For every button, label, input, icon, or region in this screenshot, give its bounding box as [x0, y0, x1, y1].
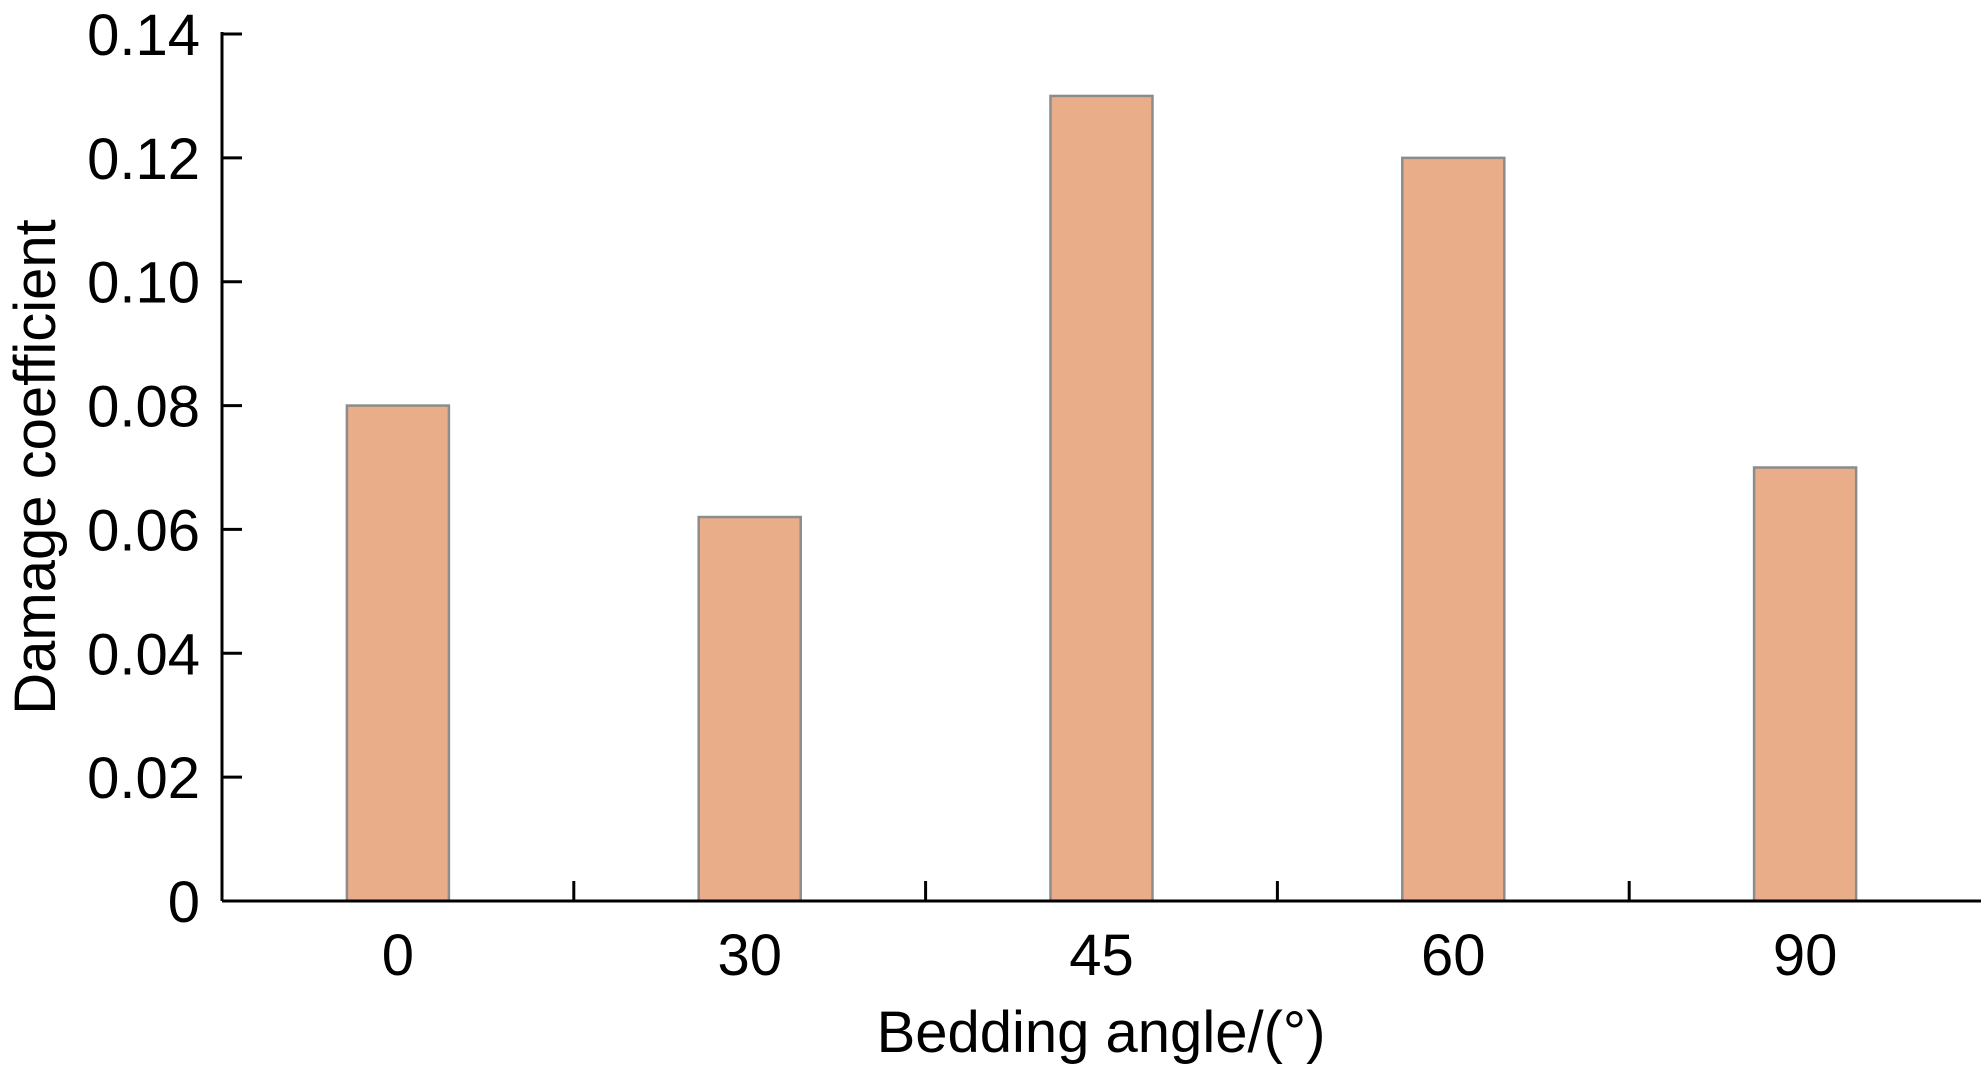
bar-30 [697, 515, 802, 903]
x-tick-label: 30 [717, 923, 782, 988]
bar-0 [345, 404, 451, 903]
x-axis-title: Bedding angle/(°) [877, 1000, 1326, 1065]
y-tick-label: 0.02 [87, 746, 200, 811]
y-tick-label: 0.04 [87, 622, 200, 687]
x-tick-label: 90 [1773, 923, 1838, 988]
bar-60 [1401, 156, 1506, 903]
y-tick-label: 0.14 [87, 3, 200, 68]
bar-90 [1752, 466, 1858, 903]
y-tick-label: 0.08 [87, 375, 200, 440]
bar-45 [1049, 94, 1154, 903]
y-axis-title: Damage coefficient [3, 219, 68, 714]
y-tick-label: 0.10 [87, 251, 200, 316]
x-tick-label: 45 [1069, 923, 1134, 988]
y-tick-label: 0 [168, 870, 200, 935]
x-tick-label: 60 [1421, 923, 1486, 988]
x-tick-label: 0 [382, 923, 414, 988]
y-tick-label: 0.06 [87, 498, 200, 563]
y-tick-label: 0.12 [87, 127, 200, 192]
